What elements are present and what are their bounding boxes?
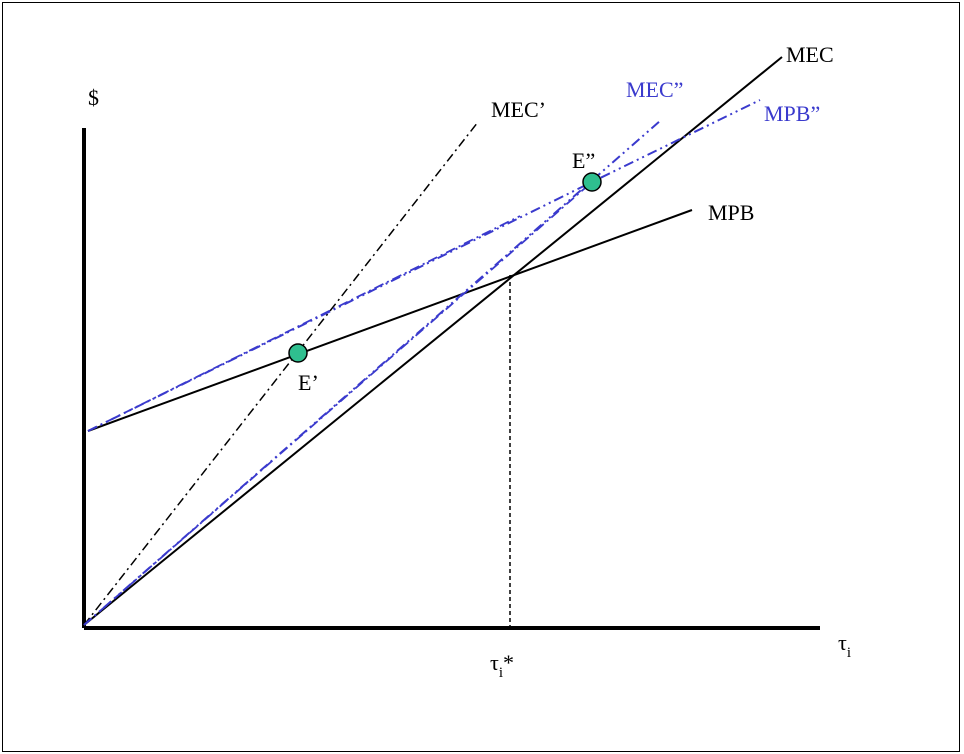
mpb-dprime-line: [87, 99, 761, 432]
optimum-label: τi*: [490, 650, 514, 681]
mec-line: [83, 56, 783, 626]
blue-path-to-e-dprime: [83, 181, 593, 626]
x-axis-label: τi: [838, 630, 851, 661]
blue-path-through-e-prime: [87, 215, 521, 432]
e-prime-marker: [288, 343, 308, 363]
mec-label: MEC: [786, 42, 834, 67]
mpb-dprime-label: MPB”: [764, 101, 820, 126]
e-dprime-label: E”: [572, 148, 595, 173]
e-dprime-marker: [582, 172, 602, 192]
mec-dprime-label: MEC”: [626, 77, 683, 102]
mpb-line: [87, 209, 693, 432]
e-prime-label: E’: [298, 370, 319, 395]
y-axis-label: $: [88, 85, 99, 110]
mec-prime-label: MEC’: [491, 97, 546, 122]
mec-prime-line: [83, 121, 479, 626]
mpb-label: MPB: [708, 200, 754, 225]
